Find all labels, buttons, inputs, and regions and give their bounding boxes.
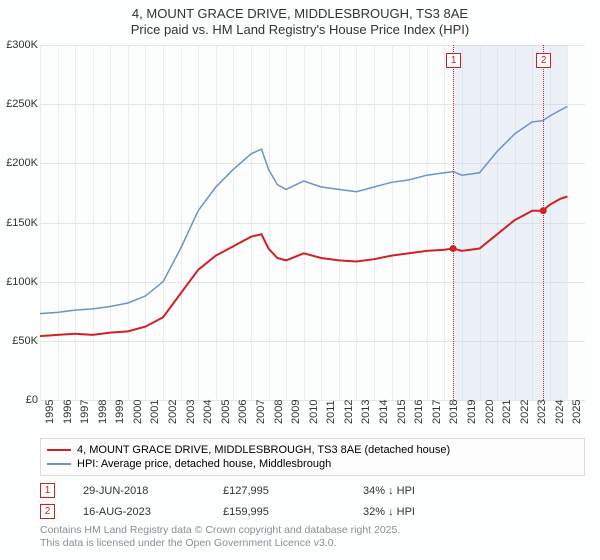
x-axis-label: 2000	[132, 400, 144, 424]
x-axis-label: 1995	[44, 400, 56, 424]
sale-diff: 34% ↓ HPI	[363, 485, 483, 497]
x-axis-label: 2016	[413, 400, 425, 424]
x-axis-label: 2001	[149, 400, 161, 424]
x-axis-label: 2009	[290, 400, 302, 424]
legend-swatch-property	[47, 449, 71, 451]
x-axis-label: 2018	[448, 400, 460, 424]
sale-marker-1: 1	[40, 483, 55, 498]
x-axis-label: 2024	[554, 400, 566, 424]
sale-marker-line	[543, 45, 544, 400]
chart-title-address: 4, MOUNT GRACE DRIVE, MIDDLESBROUGH, TS3…	[0, 0, 600, 21]
chart-plot-area: 12 £0£50K£100K£150K£200K£250K£300K 19951…	[40, 45, 585, 400]
sales-row: 1 29-JUN-2018 £127,995 34% ↓ HPI	[40, 480, 585, 501]
x-axis-label: 2011	[325, 400, 337, 424]
sale-marker-2: 2	[40, 504, 55, 519]
legend-item-property: 4, MOUNT GRACE DRIVE, MIDDLESBROUGH, TS3…	[47, 443, 578, 457]
x-axis-label: 2014	[378, 400, 390, 424]
x-axis-label: 2004	[202, 400, 214, 424]
x-axis-label: 2007	[255, 400, 267, 424]
legend-label: HPI: Average price, detached house, Midd…	[77, 458, 331, 470]
sale-marker-number: 2	[536, 53, 551, 68]
sale-date: 16-AUG-2023	[83, 506, 223, 518]
x-axis-label: 1997	[79, 400, 91, 424]
y-axis-label: £0	[2, 394, 38, 406]
x-axis-label: 2017	[431, 400, 443, 424]
x-axis-label: 2013	[360, 400, 372, 424]
x-axis-label: 2023	[536, 400, 548, 424]
y-axis-label: £300K	[2, 39, 38, 51]
x-axis-label: 2022	[519, 400, 531, 424]
y-axis-label: £150K	[2, 217, 38, 229]
x-axis-label: 2015	[396, 400, 408, 424]
sale-date: 29-JUN-2018	[83, 485, 223, 497]
x-axis-label: 2025	[571, 400, 583, 424]
x-axis-label: 2003	[185, 400, 197, 424]
footer-attribution: Contains HM Land Registry data © Crown c…	[40, 524, 400, 550]
x-axis-label: 2005	[220, 400, 232, 424]
sale-price: £159,995	[223, 506, 363, 518]
x-axis-label: 1999	[114, 400, 126, 424]
y-axis-label: £100K	[2, 276, 38, 288]
chart-title-subtitle: Price paid vs. HM Land Registry's House …	[0, 21, 600, 37]
legend-label: 4, MOUNT GRACE DRIVE, MIDDLESBROUGH, TS3…	[77, 444, 450, 456]
sale-diff: 32% ↓ HPI	[363, 506, 483, 518]
y-axis-label: £250K	[2, 98, 38, 110]
legend-swatch-hpi	[47, 463, 71, 465]
x-axis-label: 2019	[466, 400, 478, 424]
x-axis-label: 2008	[273, 400, 285, 424]
x-axis-label: 2006	[237, 400, 249, 424]
legend-item-hpi: HPI: Average price, detached house, Midd…	[47, 457, 578, 471]
x-axis-label: 2010	[308, 400, 320, 424]
x-axis-label: 2020	[484, 400, 496, 424]
legend: 4, MOUNT GRACE DRIVE, MIDDLESBROUGH, TS3…	[40, 438, 585, 476]
footer-line1: Contains HM Land Registry data © Crown c…	[40, 524, 400, 537]
sale-marker-number: 1	[446, 53, 461, 68]
x-axis-label: 1998	[97, 400, 109, 424]
series-hpi	[40, 107, 567, 314]
sales-table: 1 29-JUN-2018 £127,995 34% ↓ HPI 2 16-AU…	[40, 480, 585, 522]
sale-price: £127,995	[223, 485, 363, 497]
x-axis-label: 2021	[501, 400, 513, 424]
x-axis-label: 1996	[62, 400, 74, 424]
sale-marker-line	[453, 45, 454, 400]
y-axis-label: £50K	[2, 335, 38, 347]
x-axis-label: 2002	[167, 400, 179, 424]
x-axis-label: 2012	[343, 400, 355, 424]
y-axis-label: £200K	[2, 157, 38, 169]
series-property	[40, 197, 567, 337]
footer-line2: This data is licensed under the Open Gov…	[40, 537, 400, 550]
sales-row: 2 16-AUG-2023 £159,995 32% ↓ HPI	[40, 501, 585, 522]
